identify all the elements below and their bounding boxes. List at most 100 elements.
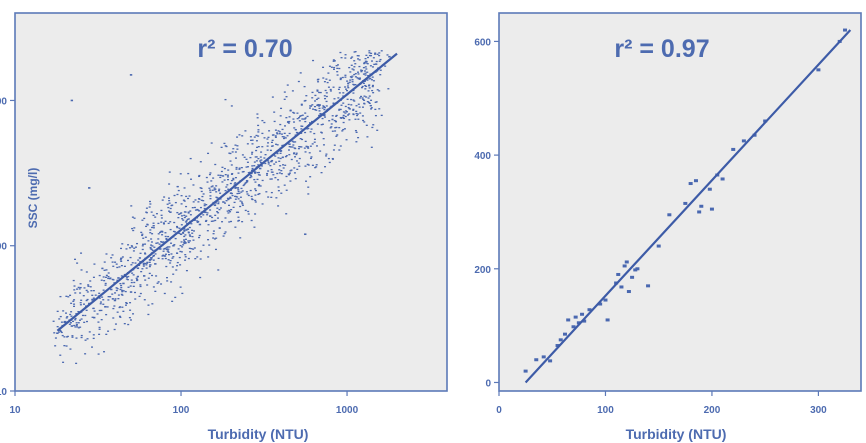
left-data-point (213, 238, 216, 240)
left-data-point (151, 233, 154, 235)
left-data-point (120, 286, 123, 289)
left-data-point (188, 226, 191, 229)
left-data-point (205, 176, 208, 179)
left-data-point (180, 195, 183, 197)
left-data-point (187, 231, 190, 233)
left-data-point (209, 215, 212, 217)
left-data-point (214, 163, 217, 166)
left-data-point (214, 188, 217, 190)
left-data-point (298, 157, 301, 160)
left-data-point (304, 120, 307, 123)
left-data-point (234, 186, 237, 189)
left-data-point (230, 164, 233, 166)
left-data-point (230, 173, 233, 175)
left-point-cloud (52, 50, 390, 365)
right-data-point (534, 358, 539, 362)
left-data-point (303, 85, 306, 88)
left-data-point (257, 129, 260, 131)
left-data-point (328, 79, 331, 81)
left-data-point (80, 334, 83, 337)
left-data-point (74, 326, 77, 328)
left-data-point (70, 302, 73, 304)
left-data-point (160, 209, 163, 212)
left-data-point (222, 235, 225, 237)
left-data-point (157, 257, 160, 260)
left-data-point (75, 362, 78, 365)
left-data-point (77, 322, 80, 324)
left-data-point (334, 127, 337, 129)
left-data-point (257, 164, 260, 166)
left-data-point (324, 89, 327, 92)
left-data-point (161, 241, 164, 243)
left-data-point (251, 139, 254, 141)
left-data-point (221, 175, 224, 177)
left-data-point (241, 171, 244, 173)
left-data-point (185, 205, 188, 208)
left-data-point (261, 165, 264, 167)
left-data-point (223, 232, 226, 235)
left-data-point (83, 321, 86, 324)
left-data-point (250, 219, 253, 222)
left-data-point (232, 148, 235, 150)
left-data-point (365, 96, 368, 98)
left-data-point (181, 292, 184, 295)
left-data-point (258, 192, 261, 195)
left-data-point (65, 312, 68, 314)
left-y-axis-label: SSC (mg/l) (26, 168, 40, 229)
left-data-point (180, 251, 183, 253)
left-data-point (353, 66, 356, 68)
left-data-point (315, 98, 318, 101)
left-data-point (370, 146, 373, 148)
left-y-tick-label: 10 (0, 387, 7, 398)
left-data-point (70, 315, 73, 317)
left-data-point (314, 94, 317, 97)
left-data-point (300, 125, 303, 127)
left-data-point (130, 205, 133, 207)
left-data-point (354, 129, 357, 132)
left-data-point (357, 58, 360, 60)
left-data-point (187, 218, 190, 220)
left-data-point (202, 200, 205, 202)
left-data-point (185, 220, 188, 222)
left-data-point (354, 76, 357, 78)
left-data-point (319, 113, 322, 115)
left-data-point (246, 143, 249, 145)
left-data-point (156, 282, 159, 284)
left-data-point (75, 322, 78, 324)
left-data-point (93, 310, 96, 312)
left-data-point (167, 235, 170, 238)
left-data-point (167, 222, 170, 225)
left-data-point (136, 279, 139, 281)
left-data-point (133, 247, 136, 249)
left-data-point (367, 90, 370, 92)
left-data-point (274, 155, 277, 157)
left-data-point (145, 225, 148, 228)
left-data-point (337, 88, 340, 91)
left-data-point (216, 211, 219, 213)
left-data-point (306, 128, 309, 130)
left-data-point (74, 292, 77, 294)
left-data-point (178, 256, 181, 259)
left-data-point (300, 128, 303, 130)
left-data-point (321, 123, 324, 125)
left-data-point (289, 109, 292, 111)
left-data-point (362, 119, 365, 122)
left-data-point (228, 204, 231, 207)
left-data-point (370, 107, 373, 109)
left-data-point (167, 259, 170, 261)
left-data-point (266, 172, 269, 175)
left-data-point (62, 310, 65, 312)
left-data-point (232, 206, 235, 209)
left-data-point (153, 246, 156, 248)
left-data-point (162, 222, 165, 224)
left-data-point (251, 151, 254, 153)
left-data-point (285, 189, 288, 191)
left-y-tick-label: 1000 (0, 96, 7, 107)
left-data-point (255, 149, 258, 152)
left-data-point (168, 202, 171, 204)
left-data-point (65, 317, 68, 319)
left-data-point (294, 129, 297, 131)
left-data-point (126, 276, 129, 278)
left-data-point (141, 248, 144, 251)
left-data-point (249, 176, 252, 179)
